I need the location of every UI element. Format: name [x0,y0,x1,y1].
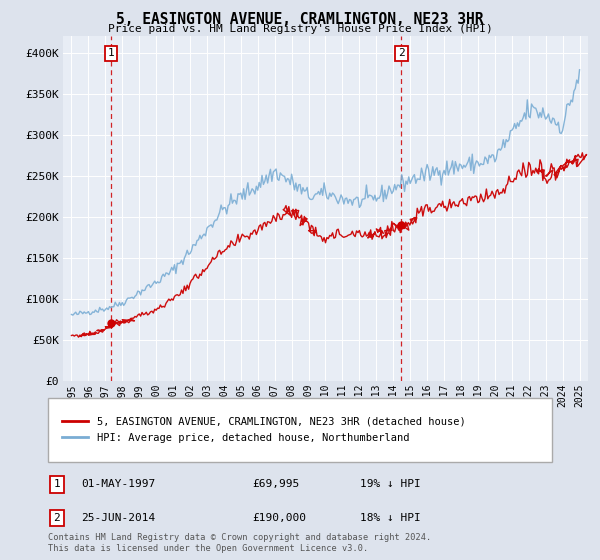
Text: 19% ↓ HPI: 19% ↓ HPI [360,479,421,489]
Text: 18% ↓ HPI: 18% ↓ HPI [360,513,421,523]
Text: 2: 2 [398,49,405,58]
Text: 01-MAY-1997: 01-MAY-1997 [81,479,155,489]
FancyBboxPatch shape [48,398,552,462]
Text: Price paid vs. HM Land Registry's House Price Index (HPI): Price paid vs. HM Land Registry's House … [107,24,493,34]
Text: 2: 2 [53,513,61,523]
Text: Contains HM Land Registry data © Crown copyright and database right 2024.
This d: Contains HM Land Registry data © Crown c… [48,533,431,553]
Text: £190,000: £190,000 [252,513,306,523]
Text: 25-JUN-2014: 25-JUN-2014 [81,513,155,523]
Legend: 5, EASINGTON AVENUE, CRAMLINGTON, NE23 3HR (detached house), HPI: Average price,: 5, EASINGTON AVENUE, CRAMLINGTON, NE23 3… [58,413,470,447]
Text: 1: 1 [107,49,115,58]
Text: 1: 1 [53,479,61,489]
Text: £69,995: £69,995 [252,479,299,489]
Text: 5, EASINGTON AVENUE, CRAMLINGTON, NE23 3HR: 5, EASINGTON AVENUE, CRAMLINGTON, NE23 3… [116,12,484,27]
